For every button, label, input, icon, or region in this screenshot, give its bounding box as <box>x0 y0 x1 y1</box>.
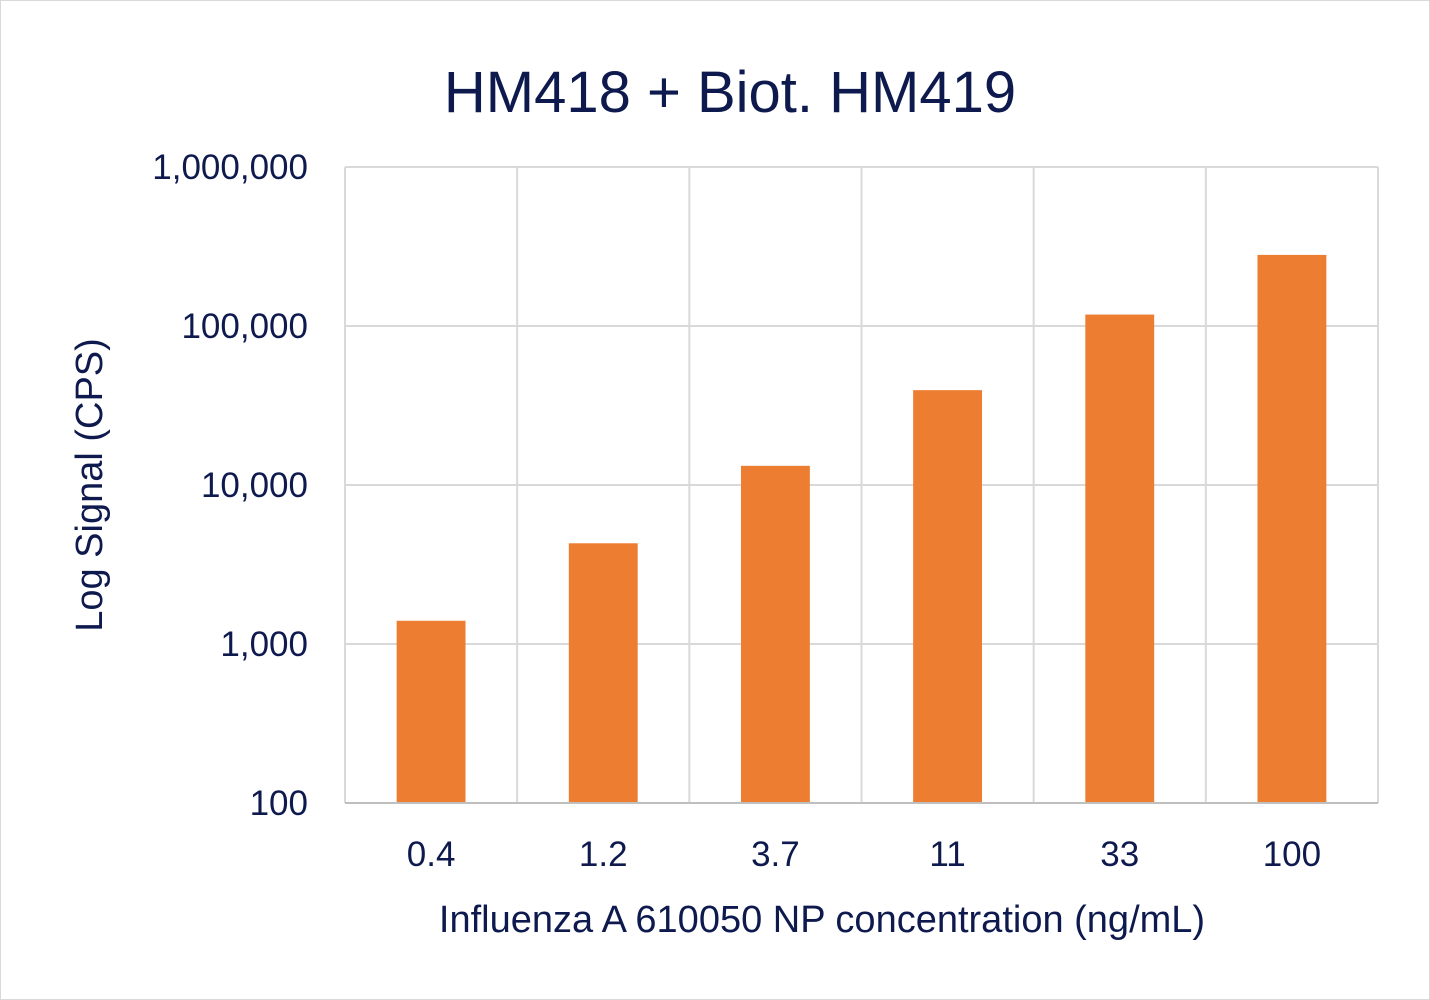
x-tick-label: 33 <box>1100 835 1139 874</box>
bars <box>396 254 1327 804</box>
y-tick-label: 100,000 <box>181 307 308 346</box>
chart-title: HM418 + Biot. HM419 <box>444 60 1016 125</box>
y-tick-label: 100 <box>250 784 308 823</box>
bar <box>396 620 466 803</box>
x-tick-labels: 0.4 1.2 3.7 11 33 100 <box>407 835 1321 874</box>
x-tick-label: 1.2 <box>579 835 628 874</box>
bar <box>1085 314 1155 803</box>
y-tick-label: 1,000 <box>220 625 308 664</box>
x-tick-label: 0.4 <box>407 835 456 874</box>
bar <box>740 465 810 803</box>
y-axis-label: Log Signal (CPS) <box>69 338 111 632</box>
x-tick-label: 11 <box>929 835 965 874</box>
x-axis-label: Influenza A 610050 NP concentration (ng/… <box>439 899 1205 941</box>
x-tick-label: 3.7 <box>751 835 800 874</box>
y-tick-label: 1,000,000 <box>152 148 308 187</box>
bar <box>913 390 983 803</box>
bar <box>568 543 638 803</box>
gridlines <box>344 166 1379 803</box>
y-tick-labels: 100 1,000 10,000 100,000 1,000,000 <box>152 148 308 823</box>
bar <box>1257 254 1327 804</box>
y-tick-label: 10,000 <box>201 466 308 505</box>
x-tick-label: 100 <box>1263 835 1321 874</box>
